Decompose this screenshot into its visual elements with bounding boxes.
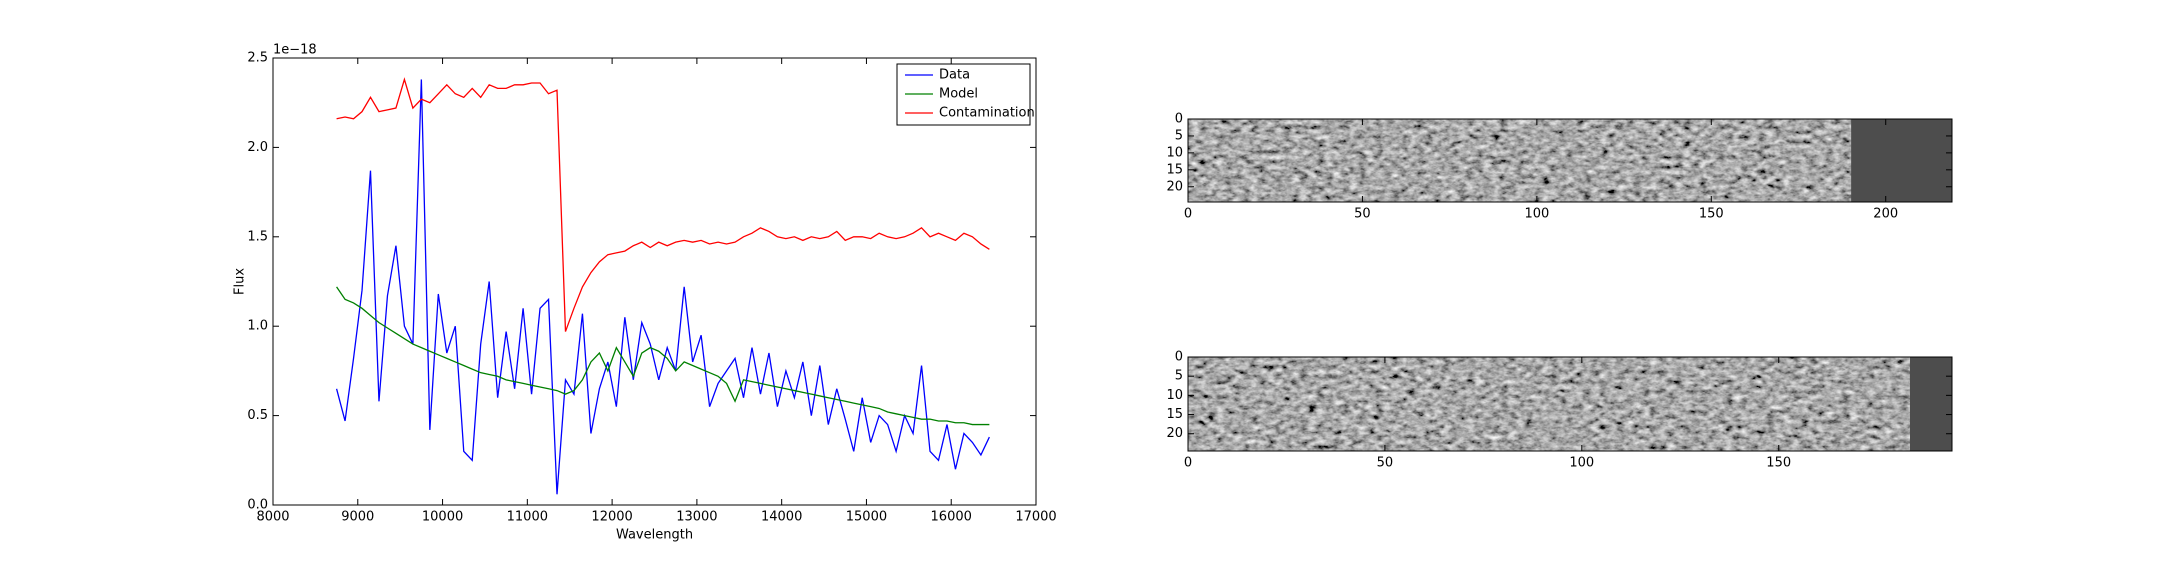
x-tick-label: 9000 bbox=[341, 510, 374, 525]
y-tick-label: 5 bbox=[1175, 369, 1183, 384]
image-pad bbox=[1851, 119, 1952, 202]
x-tick-label: 11000 bbox=[507, 510, 548, 525]
y-tick-label: 2.0 bbox=[247, 140, 268, 155]
data-line bbox=[336, 77, 990, 332]
y-tick-label: 0 bbox=[1175, 350, 1183, 365]
y-tick-label: 0.5 bbox=[247, 408, 268, 423]
y-tick-label: 2.5 bbox=[247, 51, 268, 66]
y-tick-label: 0.0 bbox=[247, 498, 268, 513]
x-tick-label: 12000 bbox=[591, 510, 632, 525]
legend-label: Contamination bbox=[939, 106, 1035, 121]
y-tick-label: 0 bbox=[1175, 112, 1183, 127]
x-tick-label: 17000 bbox=[1015, 510, 1056, 525]
y-tick-label: 1.0 bbox=[247, 319, 268, 334]
image-noise bbox=[1188, 119, 1852, 202]
axes-frame bbox=[272, 57, 1037, 506]
y-tick-label: 15 bbox=[1166, 407, 1183, 422]
x-axis-label: Wavelength bbox=[616, 528, 693, 543]
x-tick-label: 200 bbox=[1873, 207, 1898, 222]
plot-area bbox=[335, 77, 990, 495]
x-tick-label: 50 bbox=[1354, 207, 1371, 222]
y-tick-label: 10 bbox=[1166, 145, 1183, 160]
legend-label: Model bbox=[939, 87, 978, 102]
image-noise bbox=[1188, 357, 1910, 451]
x-tick-label: 8000 bbox=[256, 510, 289, 525]
y-tick-label: 1.5 bbox=[247, 229, 268, 244]
x-tick-label: 150 bbox=[1699, 207, 1724, 222]
y-axis-label: Flux bbox=[233, 268, 248, 295]
x-tick-label: 0 bbox=[1184, 456, 1192, 471]
x-tick-label: 15000 bbox=[846, 510, 887, 525]
x-tick-label: 13000 bbox=[676, 510, 717, 525]
x-tick-label: 100 bbox=[1524, 207, 1549, 222]
x-tick-label: 14000 bbox=[761, 510, 802, 525]
image-pad bbox=[1909, 357, 1952, 451]
y-tick-label: 15 bbox=[1166, 162, 1183, 177]
x-tick-label: 10000 bbox=[422, 510, 463, 525]
legend-label: Data bbox=[939, 68, 970, 83]
x-tick-label: 0 bbox=[1184, 207, 1192, 222]
axes-frame bbox=[1187, 118, 1953, 203]
y-multiplier: 1e−18 bbox=[273, 43, 317, 58]
data-line bbox=[335, 79, 990, 495]
y-tick-label: 5 bbox=[1175, 128, 1183, 143]
x-tick-label: 16000 bbox=[931, 510, 972, 525]
x-tick-label: 150 bbox=[1766, 456, 1791, 471]
y-tick-label: 10 bbox=[1166, 388, 1183, 403]
x-tick-label: 50 bbox=[1377, 456, 1394, 471]
x-tick-label: 100 bbox=[1569, 456, 1594, 471]
y-tick-label: 20 bbox=[1166, 179, 1183, 194]
data-line bbox=[336, 286, 990, 426]
axes-frame bbox=[1187, 356, 1953, 452]
y-tick-label: 20 bbox=[1166, 426, 1183, 441]
